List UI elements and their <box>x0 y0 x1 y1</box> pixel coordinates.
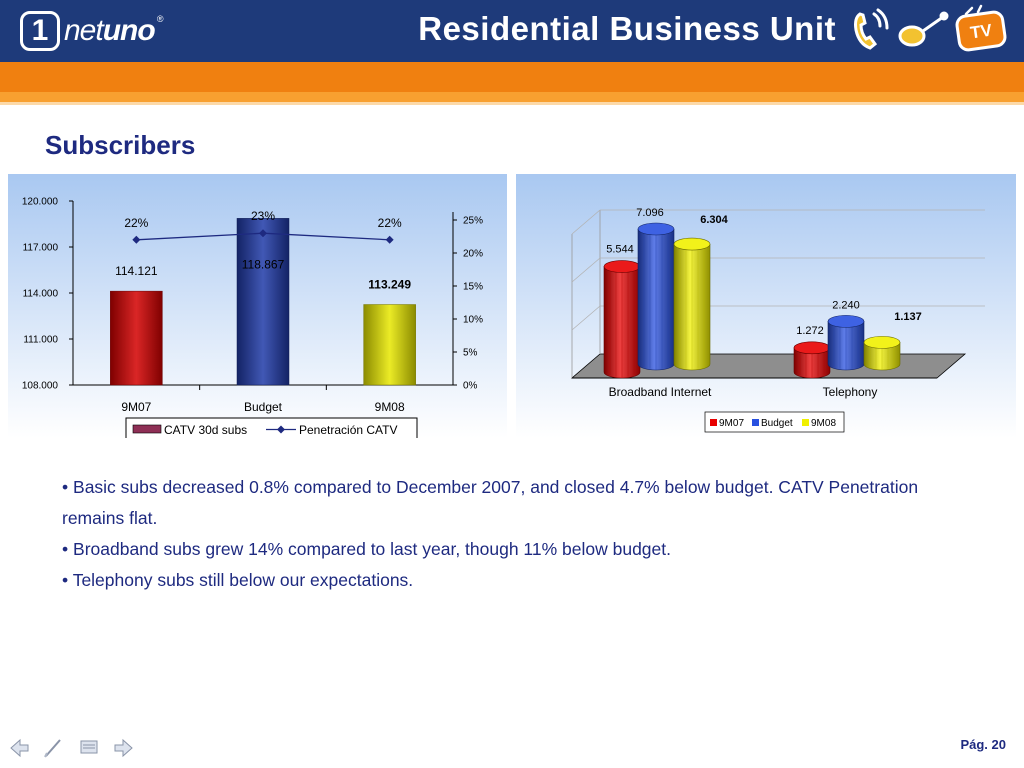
bar-data-label: 113.249 <box>368 278 411 292</box>
bar-data-label: 1.272 <box>796 325 824 337</box>
orange-stripe <box>0 92 1024 102</box>
broadband-icon <box>898 11 949 47</box>
bar-budget-broadband-internet <box>637 222 675 371</box>
gridline-side <box>571 305 601 331</box>
legend-box <box>704 411 845 433</box>
y2-tick-label: 10% <box>463 315 483 326</box>
y-tick-label: 108.000 <box>22 381 59 392</box>
bar-budget-telephony <box>827 315 865 371</box>
bullet-item: • Telephony subs still below our expecta… <box>62 565 962 596</box>
y-tick-label: 111.000 <box>23 335 58 346</box>
bar-data-label: 118.867 <box>242 257 285 271</box>
bullet-item: • Broadband subs grew 14% compared to la… <box>62 534 962 565</box>
bullet-marker: • <box>62 477 69 497</box>
tv-icon: TV <box>955 4 1007 52</box>
netuno-logo: 1 netuno ® <box>20 8 164 54</box>
cylinder-top <box>863 336 901 349</box>
broadband-telephony-chart: 5.544 7.096 6.304 Broadband Internet 1.272 2.… <box>516 174 1016 438</box>
logo-net: net <box>64 14 104 47</box>
logo-one-mark: 1 <box>20 11 60 51</box>
forward-arrow-icon[interactable] <box>114 738 133 758</box>
y-tick-label: 120.000 <box>22 197 59 208</box>
legend-label-catv: CATV 30d subs <box>164 423 247 437</box>
y2-tick-label: 20% <box>463 249 483 260</box>
catv-subscribers-chart: 108.000 111.000 114.000 117.000 120.000 0% 5% 1… <box>8 174 507 438</box>
bar-9m07-telephony <box>793 341 831 379</box>
slide-nav <box>10 738 133 758</box>
bar-data-label: 6.304 <box>700 214 728 226</box>
bullet-text: Broadband subs grew 14% compared to last… <box>73 539 671 559</box>
bar-9m08 <box>363 304 416 386</box>
bullet-text: Telephony subs still below our expectati… <box>72 570 414 590</box>
x-tick-label: 9M08 <box>375 400 405 414</box>
bar-data-label: 2.240 <box>832 299 860 311</box>
legend-label-penetration: Penetración CATV <box>299 423 398 437</box>
y2-tick-label: 25% <box>463 216 483 227</box>
legend-swatch-9m07 <box>710 419 717 426</box>
penetration-marker <box>385 235 394 244</box>
bar-9m07-broadband-internet <box>603 260 641 379</box>
gridline-side <box>571 257 601 283</box>
logo-uno: uno <box>102 14 156 47</box>
y-tick-label: 114.000 <box>23 289 59 300</box>
penetration-marker <box>132 235 141 244</box>
legend-label-9m08: 9M08 <box>811 418 836 429</box>
x-tick-label: 9M07 <box>121 400 151 414</box>
cylinder-top <box>827 315 865 328</box>
x-tick-label: Broadband Internet <box>609 385 712 399</box>
screen-icon[interactable] <box>80 740 98 754</box>
bar-9m07 <box>110 290 163 386</box>
section-title: Subscribers <box>45 130 196 160</box>
penetration-data-label: 22% <box>124 216 148 230</box>
bar-9m08-telephony <box>863 336 901 371</box>
cylinder-top <box>603 260 641 273</box>
header-title: Residential Business Unit <box>418 10 836 47</box>
x-tick-label: Budget <box>244 400 283 414</box>
bar-9m08-broadband-internet <box>673 237 711 371</box>
legend-swatch-budget <box>752 419 759 426</box>
cylinder-top <box>637 222 675 236</box>
bar-data-label: 1.137 <box>894 311 922 323</box>
cylinder-top <box>673 237 711 251</box>
bullet-list: • Basic subs decreased 0.8% compared to … <box>62 472 962 596</box>
bar-data-label: 7.096 <box>636 207 664 219</box>
y-tick-label: 117.000 <box>23 243 59 254</box>
phone-icon <box>854 8 889 50</box>
legend-label-budget: Budget <box>761 418 793 429</box>
page-number: Pág. 20 <box>960 737 1006 752</box>
legend-label-9m07: 9M07 <box>719 418 744 429</box>
bullet-item: • Basic subs decreased 0.8% compared to … <box>62 472 962 534</box>
bar-data-label: 114.121 <box>115 264 158 278</box>
cylinder-top <box>793 341 831 355</box>
y2-tick-label: 0% <box>463 381 478 392</box>
penetration-data-label: 22% <box>378 216 402 230</box>
chart-legend: CATV 30d subs Penetración CATV <box>125 417 418 438</box>
legend-swatch-9m08 <box>802 419 809 426</box>
orange-band <box>0 62 1024 92</box>
penetration-data-label: 23% <box>251 209 275 223</box>
bar-data-label: 5.544 <box>606 244 634 256</box>
y2-tick-label: 15% <box>463 282 483 293</box>
legend-swatch-catv <box>132 424 162 434</box>
x-tick-label: Telephony <box>823 385 878 399</box>
orange-stripe-light <box>0 102 1024 105</box>
y2-tick-label: 5% <box>463 348 478 359</box>
bar-budget <box>236 218 290 386</box>
service-icons: TV <box>854 4 1007 52</box>
pen-icon[interactable] <box>44 739 61 758</box>
bullet-marker: • <box>62 539 69 559</box>
legend-box <box>125 417 418 438</box>
gridline-side <box>571 209 601 235</box>
legend-marker-penetration <box>277 425 285 434</box>
logo-registered: ® <box>156 14 164 24</box>
bullet-marker: • <box>62 570 69 590</box>
bullet-text: Basic subs decreased 0.8% compared to De… <box>62 477 919 528</box>
tv-label: TV <box>969 20 994 42</box>
chart-legend: 9M07 Budget 9M08 <box>704 411 845 433</box>
back-arrow-icon[interactable] <box>10 738 29 758</box>
header-bar: 1 netuno ® Residential Business Unit TV <box>0 0 1024 62</box>
logo-wordmark: netuno ® <box>64 14 164 48</box>
penetration-marker <box>259 229 267 238</box>
